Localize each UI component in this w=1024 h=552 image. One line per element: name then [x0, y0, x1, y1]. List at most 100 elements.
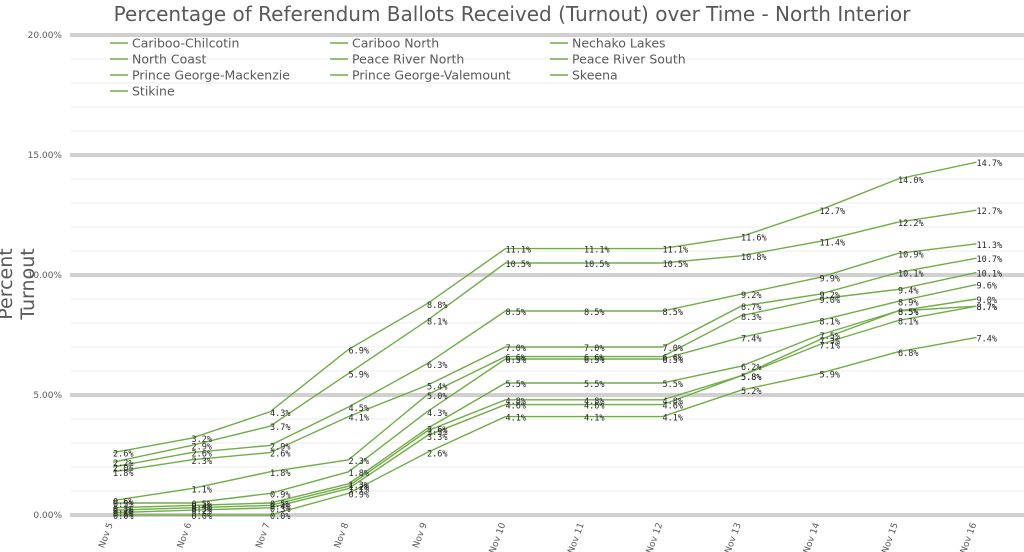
data-label: 1.8%	[349, 469, 369, 479]
data-label: 0.4%	[270, 502, 290, 512]
data-label: 3.5%	[427, 428, 447, 438]
data-label: 8.3%	[741, 313, 761, 323]
data-label: 2.9%	[192, 442, 212, 452]
data-label: 12.7%	[977, 207, 1003, 217]
data-label: 2.3%	[192, 457, 212, 467]
data-label: 5.4%	[427, 382, 447, 392]
data-label: 6.5%	[506, 356, 526, 366]
series-line	[112, 271, 977, 502]
chart-title: Percentage of Referendum Ballots Receive…	[113, 2, 911, 26]
data-label: 10.8%	[741, 253, 767, 263]
data-label: 7.0%	[584, 344, 604, 354]
legend-entry-label: Prince George-Valemount	[352, 68, 511, 83]
series-lines	[112, 161, 977, 516]
x-tick-label: Nov 10	[488, 521, 508, 552]
data-label: 12.7%	[820, 207, 846, 217]
y-tick-label: 0.00%	[33, 511, 62, 521]
data-label: 4.6%	[663, 402, 683, 412]
series-line	[112, 161, 977, 454]
series-line	[113, 336, 977, 516]
data-label: 0.0%	[270, 512, 290, 522]
data-label: 8.9%	[898, 298, 918, 308]
data-label: 1.2%	[349, 483, 369, 493]
data-label: 5.2%	[741, 387, 761, 397]
data-label: 0.3%	[113, 505, 133, 515]
data-label: 9.2%	[820, 291, 840, 301]
data-label: 4.1%	[349, 414, 369, 424]
data-label: 8.5%	[898, 308, 918, 318]
data-label: 7.0%	[506, 344, 526, 354]
data-label: 8.1%	[820, 318, 840, 328]
data-label: 7.4%	[741, 334, 761, 344]
x-tick-label: Nov 5	[97, 522, 115, 550]
data-label: 6.6%	[506, 354, 526, 364]
data-label: 6.5%	[584, 356, 604, 366]
series-line	[112, 209, 977, 463]
data-label: 9.4%	[898, 286, 918, 296]
data-label: 6.5%	[663, 356, 683, 366]
legend-entry-label: Prince George-Mackenzie	[132, 68, 290, 83]
data-label: 1.8%	[270, 469, 290, 479]
data-label: 0.3%	[192, 505, 212, 515]
data-label: 2.6%	[427, 450, 447, 460]
data-label: 4.1%	[584, 414, 604, 424]
data-label: 6.3%	[427, 361, 447, 371]
legend: Cariboo-Chilcotin Cariboo North Nechako La…	[110, 36, 686, 99]
data-label: 7.5%	[820, 332, 840, 342]
data-label: 1.3%	[349, 481, 369, 491]
data-label: 8.5%	[584, 308, 604, 318]
x-tick-label: Nov 9	[411, 521, 429, 549]
data-label: 3.6%	[427, 426, 447, 436]
legend-entry-label: Cariboo North	[352, 36, 439, 51]
data-label: 8.8%	[427, 301, 447, 311]
data-label: 3.2%	[192, 435, 212, 445]
data-labels: 2.6% 3.2% 4.3% 6.9% 8.8% 11.1% 11.1% 11.1% 11.6%…	[113, 159, 1002, 522]
legend-entry-label: Peace River South	[572, 52, 686, 67]
legend-entry-label: North Coast	[132, 52, 206, 67]
data-label: 11.3%	[977, 241, 1003, 251]
data-label: 11.1%	[506, 246, 532, 256]
series-line	[112, 298, 977, 509]
data-label: 0.5%	[192, 500, 212, 510]
data-label: 0.4%	[192, 502, 212, 512]
legend-entry-label: Stikine	[132, 84, 175, 99]
data-label: 5.9%	[820, 370, 840, 380]
legend-entry-label: Skeena	[572, 68, 618, 83]
data-label: 4.1%	[663, 414, 683, 424]
data-label: 8.7%	[977, 303, 997, 313]
data-label: 8.5%	[898, 308, 918, 318]
x-axis-ticks: Nov 5 Nov 6 Nov 7 Nov 8 Nov 9 Nov 10 Nov 11 Nov…	[97, 521, 979, 552]
data-label: 4.6%	[506, 402, 526, 412]
data-label: 10.5%	[663, 260, 689, 270]
data-label: 2.2%	[113, 459, 133, 469]
data-label: 9.9%	[820, 274, 840, 284]
data-label: 0.3%	[270, 505, 290, 515]
data-label: 8.7%	[741, 303, 761, 313]
x-tick-label: Nov 15	[881, 522, 901, 552]
data-label: 10.7%	[977, 255, 1003, 265]
data-label: 0.0%	[113, 512, 133, 522]
data-label: 9.0%	[820, 296, 840, 306]
data-label: 0.9%	[270, 490, 290, 500]
legend-entry-label: Nechako Lakes	[572, 36, 666, 51]
data-label: 1.1%	[192, 486, 212, 496]
data-label: 0.2%	[113, 507, 133, 517]
y-tick-label: 10.00%	[28, 271, 63, 281]
legend-entry-label: Peace River North	[352, 52, 464, 67]
data-label: 4.5%	[349, 404, 369, 414]
data-label: 10.1%	[977, 270, 1003, 280]
legend-entry-label: Cariboo-Chilcotin	[132, 36, 239, 51]
data-label: 0.1%	[113, 510, 133, 520]
y-tick-label: 5.00%	[33, 391, 62, 401]
data-label: 0.0%	[192, 512, 212, 522]
data-label: 11.6%	[741, 234, 767, 244]
series-line	[112, 305, 977, 514]
data-label: 6.6%	[584, 354, 604, 364]
data-label: 1.8%	[113, 469, 133, 479]
data-label: 2.6%	[113, 450, 133, 460]
y-tick-label: 15.00%	[28, 151, 63, 161]
data-label: 8.5%	[506, 308, 526, 318]
data-label: 4.8%	[506, 397, 526, 407]
x-tick-label: Nov 14	[802, 521, 822, 552]
